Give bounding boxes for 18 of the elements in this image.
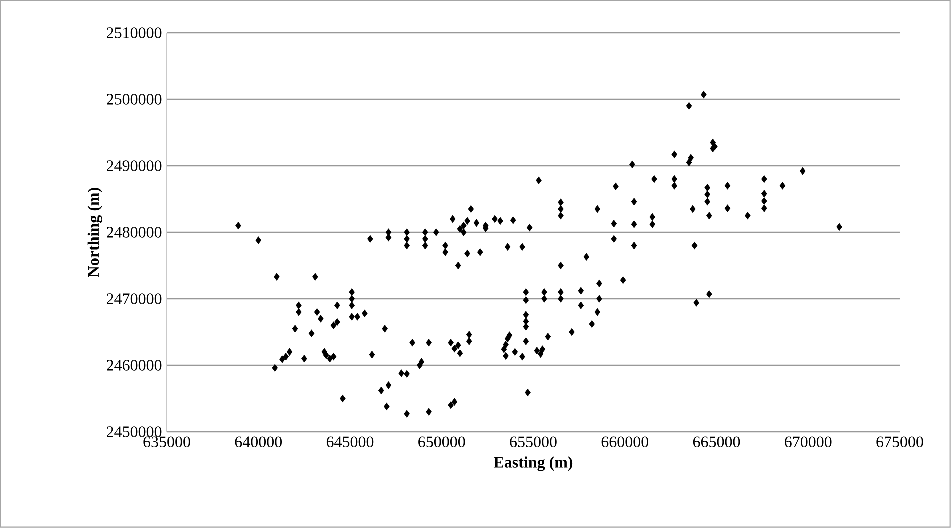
y-tick-label: 2470000 [107, 294, 162, 304]
x-tick-label: 645000 [326, 436, 374, 448]
y-axis-title: Northing (m) [88, 188, 102, 278]
y-tick-label: 2490000 [107, 160, 162, 172]
x-tick-label: 650000 [418, 436, 466, 448]
x-tick-label: 635000 [144, 436, 190, 448]
x-tick-label: 670000 [785, 436, 832, 448]
x-axis-title: Easting (m) [494, 456, 573, 472]
y-tick-label: 2480000 [107, 227, 162, 238]
y-tick-label: 2450000 [107, 426, 162, 438]
x-tick-label: 655000 [510, 436, 557, 448]
x-tick-label: 665000 [693, 436, 740, 448]
x-tick-label: 675000 [876, 436, 924, 448]
x-tick-label: 660000 [602, 436, 649, 448]
y-tick-label: 2510000 [107, 28, 162, 38]
y-tick-label: 2460000 [107, 360, 162, 371]
x-tick-label: 640000 [235, 436, 282, 448]
y-tick-label: 2500000 [107, 94, 162, 105]
